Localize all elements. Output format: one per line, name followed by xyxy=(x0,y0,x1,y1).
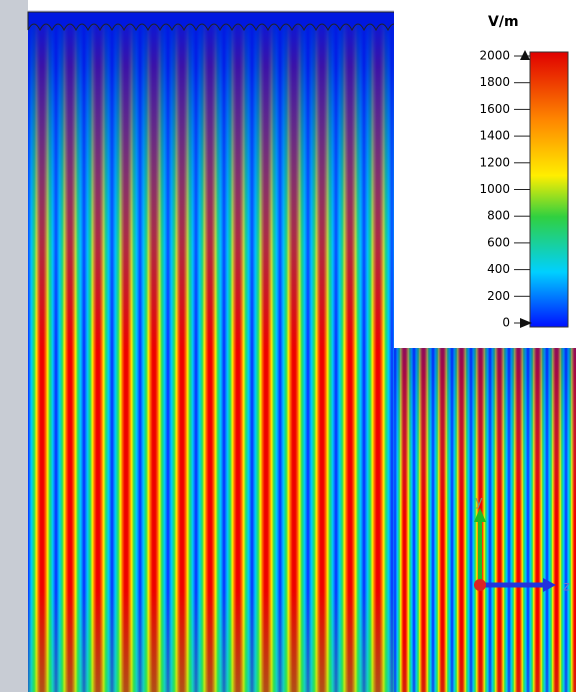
y-label: y xyxy=(475,495,483,510)
field-shade xyxy=(28,12,394,692)
page: V/m y z 0 200 400 600 800 1000 1200 1400 1600 180… xyxy=(0,0,576,692)
legend-tick-label: 1800 xyxy=(479,75,510,89)
z-label: z xyxy=(563,580,570,595)
legend-unit: V/m xyxy=(488,14,519,30)
field-view: V/m y z 0 200 400 600 800 1000 1200 1400 1600 180… xyxy=(0,0,576,692)
frame xyxy=(0,0,28,692)
legend-tick-label: 600 xyxy=(487,235,510,249)
legend-tick-label: 800 xyxy=(487,209,510,223)
legend-tick-label: 1200 xyxy=(479,155,510,169)
legend-tick-label: 0 xyxy=(502,316,510,330)
legend-tick-label: 200 xyxy=(487,289,510,303)
origin xyxy=(474,579,486,591)
legend-tick-label: 1400 xyxy=(479,129,510,143)
legend-tick-label: 2000 xyxy=(479,49,510,63)
color-bar xyxy=(530,52,568,327)
legend-tick-label: 1000 xyxy=(479,182,510,196)
legend-tick-label: 1600 xyxy=(479,102,510,116)
legend-tick-label: 400 xyxy=(487,262,510,276)
